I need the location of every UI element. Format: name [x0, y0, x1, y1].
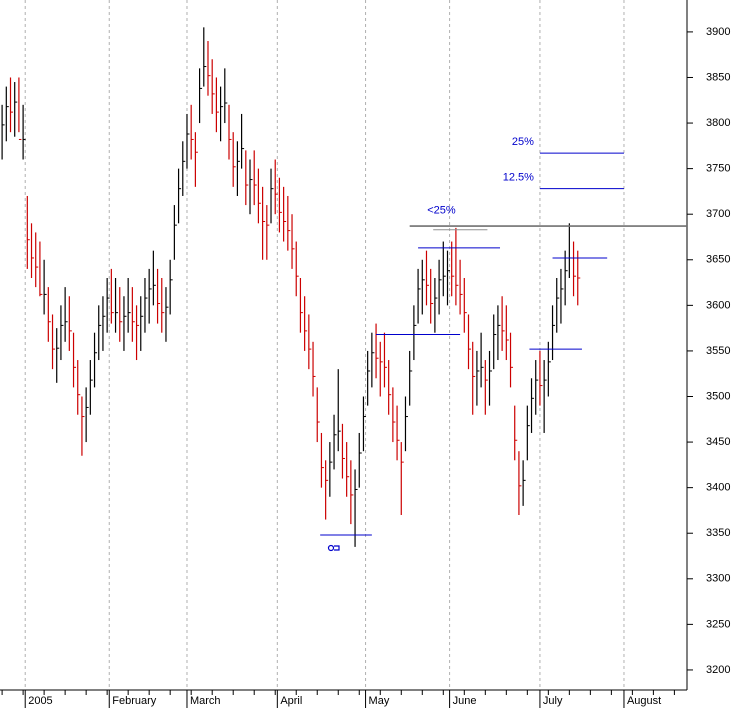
level-label: 12.5% [503, 172, 534, 184]
y-tick-label: 3600 [706, 299, 730, 311]
x-tick-label: February [112, 695, 157, 707]
x-tick-label: July [543, 695, 563, 707]
y-tick-label: 3250 [706, 618, 730, 630]
x-tick-label: April [280, 695, 302, 707]
y-tick-label: 3800 [706, 117, 730, 129]
x-tick-label: 2005 [28, 695, 52, 707]
y-tick-label: 3650 [706, 254, 730, 266]
level-label: <25% [427, 205, 456, 217]
x-tick-label: June [453, 695, 477, 707]
y-tick-label: 3400 [706, 482, 730, 494]
y-tick-label: 3550 [706, 345, 730, 357]
x-tick-label: May [369, 695, 390, 707]
icon [327, 544, 340, 552]
level-label: 25% [512, 136, 534, 148]
y-tick-label: 3850 [706, 71, 730, 83]
y-tick-label: 3450 [706, 436, 730, 448]
y-tick-label: 3200 [706, 664, 730, 676]
y-tick-label: 3900 [706, 26, 730, 38]
y-tick-label: 3700 [706, 208, 730, 220]
y-tick-label: 3350 [706, 527, 730, 539]
x-tick-label: August [627, 695, 661, 707]
x-tick-label: March [190, 695, 221, 707]
y-tick-label: 3300 [706, 573, 730, 585]
y-tick-label: 3750 [706, 163, 730, 175]
y-tick-label: 3500 [706, 390, 730, 402]
